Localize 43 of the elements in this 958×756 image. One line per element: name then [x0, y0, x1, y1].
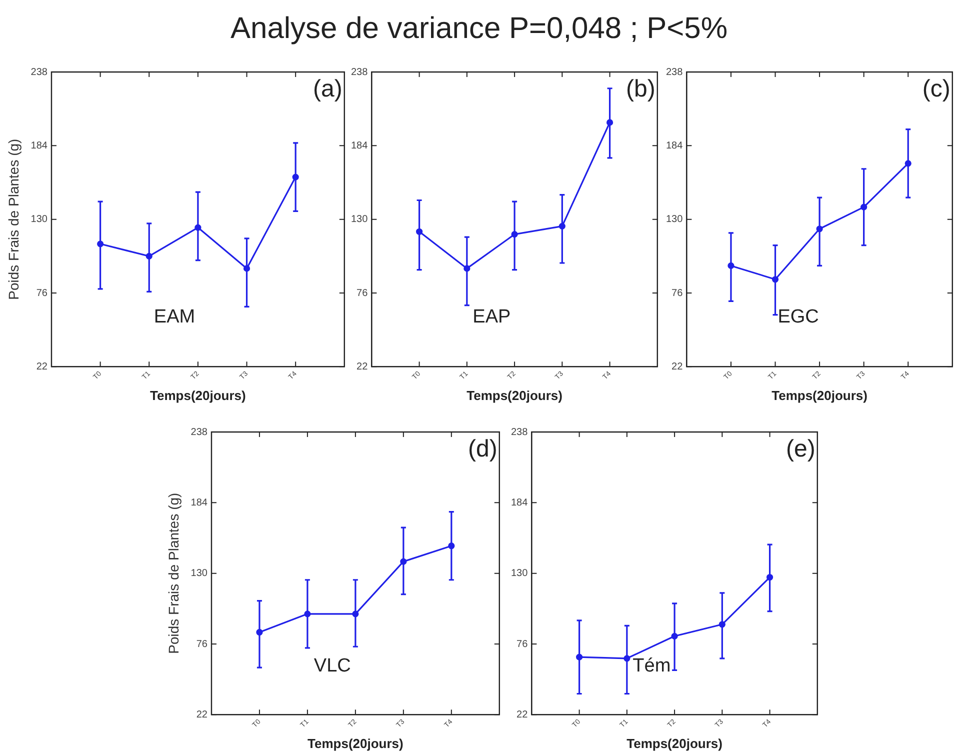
annotation: EAM [154, 306, 196, 328]
y-tick-label: 184 [190, 497, 208, 508]
y-tick-label: 130 [190, 568, 208, 580]
text: Analyse de variance P=0,048 ; P<5% [230, 12, 728, 46]
y-tick-label: 130 [666, 214, 684, 226]
y-tick-label: 238 [666, 66, 684, 78]
x-axis-title: Temps(20jours) [150, 388, 246, 403]
y-tick-label: 238 [510, 426, 528, 438]
y-tick-label: 130 [30, 214, 48, 226]
annotation: (b) [626, 76, 656, 103]
y-tick-label: 76 [356, 288, 368, 299]
y-tick-label: 184 [350, 140, 368, 152]
y-tick-label: 76 [516, 638, 528, 650]
y-tick-label: 130 [510, 568, 528, 580]
annotation: (c) [922, 76, 950, 103]
y-tick-label: 76 [672, 288, 684, 299]
y-tick-label: 238 [190, 426, 208, 438]
y-tick-label: 238 [350, 66, 368, 78]
y-axis-title: Poids Frais de Plantes (g) [5, 138, 22, 300]
annotation: (a) [313, 76, 342, 103]
y-tick-label: 22 [356, 361, 368, 372]
x-axis-title: Temps(20jours) [626, 736, 722, 751]
y-tick-label: 130 [350, 214, 368, 226]
y-tick-label: 76 [36, 288, 48, 299]
x-axis-title: Temps(20jours) [466, 388, 562, 403]
y-tick-label: 184 [666, 140, 684, 152]
annotation: EAP [472, 306, 511, 328]
y-tick-label: 76 [196, 638, 208, 650]
x-axis-title: Temps(20jours) [308, 736, 404, 751]
annotation: (e) [786, 436, 816, 463]
y-tick-label: 22 [196, 709, 208, 720]
y-tick-label: 22 [516, 709, 528, 720]
annotation: (d) [468, 436, 498, 463]
y-tick-label: 22 [36, 361, 48, 372]
y-tick-label: 184 [30, 140, 48, 152]
annotation: Tém [632, 656, 671, 677]
y-tick-label: 22 [672, 361, 684, 372]
annotation: VLC [314, 656, 351, 677]
x-axis-title: Temps(20jours) [772, 388, 868, 403]
y-tick-label: 184 [510, 497, 528, 508]
y-tick-label: 238 [30, 66, 48, 78]
annotation: EGC [778, 306, 819, 328]
y-axis-title: Poids Frais de Plantes (g) [165, 492, 182, 654]
